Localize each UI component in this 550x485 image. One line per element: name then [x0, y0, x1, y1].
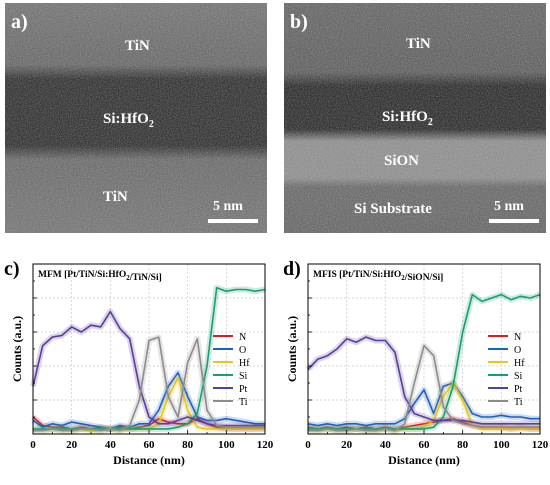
- chart-c-title: MFM [Pt/TiN/Si:HfO2/TiN/Si]: [38, 270, 162, 283]
- chart-c-series-si-line: [33, 287, 266, 430]
- chart-c-xtick-label: 60: [144, 439, 156, 451]
- panel-a-middle-layer: Si:HfO2: [103, 111, 154, 130]
- chart-d-svg: 0 20 40 60 80 100 120 Distance (nm) Counts (a.u.…: [285, 263, 549, 467]
- eds-chart-d: d) 0 20 40 60 80 100 120 Distance (nm) Counts (a…: [275, 246, 550, 480]
- chart-c-svg: 0 20 40 60 80 100 120 Distance (nm) Counts (a.u.…: [10, 263, 274, 467]
- chart-d-legend-label-n: N: [514, 332, 521, 343]
- panel-a-top-layer: TiN: [125, 38, 150, 54]
- chart-c-xtick-label: 100: [218, 439, 235, 451]
- chart-c-xtick-label: 120: [257, 439, 274, 451]
- chart-c-xtick-label: 80: [182, 439, 194, 451]
- panel-b-middle-layer: Si:HfO2: [382, 109, 433, 128]
- chart-c-ylabel: Counts (a.u.): [10, 316, 24, 382]
- chart-d-xtick-label: 60: [419, 439, 431, 451]
- chart-d-xtick-label: 40: [380, 439, 392, 451]
- panel-a-bottom-layer: TiN: [103, 189, 128, 205]
- chart-c-legend-label-n: N: [239, 332, 246, 343]
- tem-image-b: b) TiN Si:HfO2 SiON Si Substrate 5 nm: [284, 3, 546, 233]
- chart-c-series-pt-line: [32, 310, 265, 427]
- chart-d-legend-label-o: O: [514, 345, 521, 356]
- panel-a-tag: a): [11, 11, 28, 33]
- chart-d-title: MFIS [Pt/TiN/Si:HfO2/SiON/Si]: [313, 270, 443, 283]
- chart-d-xlabel: Distance (nm): [388, 453, 460, 467]
- chart-c-series-o-line: [32, 372, 265, 430]
- tem-image-a: a) TiN Si:HfO2 TiN 5 nm: [5, 3, 267, 233]
- chart-d-xtick-label: 0: [305, 439, 311, 451]
- chart-d-legend-label-pt: Pt: [514, 384, 523, 395]
- chart-c-tag: c): [4, 258, 20, 280]
- chart-c-legend-label-si: Si: [239, 371, 248, 382]
- chart-d-legend-label-si: Si: [514, 371, 523, 382]
- chart-d-legend-label-ti: Ti: [514, 397, 523, 408]
- eds-chart-c: c) 0 20 40 60 80 100 120 Distance (nm) Counts (a…: [0, 246, 275, 480]
- tem-image-a-texture: [5, 3, 267, 233]
- panel-b-tag: b): [290, 11, 308, 33]
- chart-d-series-pt-line: [307, 336, 540, 425]
- chart-c-legend-label-ti: Ti: [239, 397, 248, 408]
- chart-c-xlabel: Distance (nm): [113, 453, 185, 467]
- chart-c-xtick-label: 40: [105, 439, 117, 451]
- chart-d-legend-label-hf: Hf: [514, 358, 525, 369]
- panel-b-interlayer: SiON: [384, 153, 420, 169]
- chart-d-xtick-label: 20: [341, 439, 353, 451]
- panel-a-scale-bar: [208, 219, 258, 223]
- panel-b-scale-label: 5 nm: [494, 199, 524, 214]
- chart-d-xtick-label: 80: [457, 439, 469, 451]
- chart-c-xtick-label: 20: [66, 439, 78, 451]
- panel-b-scale-bar: [489, 219, 539, 223]
- chart-d-xtick-label: 120: [532, 439, 549, 451]
- chart-d-xtick-label: 100: [493, 439, 510, 451]
- panel-b-substrate: Si Substrate: [354, 201, 432, 217]
- chart-c-legend-label-hf: Hf: [239, 358, 250, 369]
- chart-c-legend-label-pt: Pt: [239, 384, 248, 395]
- chart-d-series-si-line: [308, 293, 541, 430]
- chart-c-legend-label-o: O: [239, 345, 246, 356]
- chart-d-ylabel: Counts (a.u.): [285, 316, 299, 382]
- chart-d-series-o-line: [307, 382, 540, 427]
- panel-a-scale-label: 5 nm: [213, 199, 243, 214]
- panel-b-top-layer: TiN: [406, 36, 431, 52]
- chart-d-tag: d): [283, 258, 301, 280]
- tem-image-b-texture: [284, 3, 546, 233]
- chart-c-xtick-label: 0: [30, 439, 36, 451]
